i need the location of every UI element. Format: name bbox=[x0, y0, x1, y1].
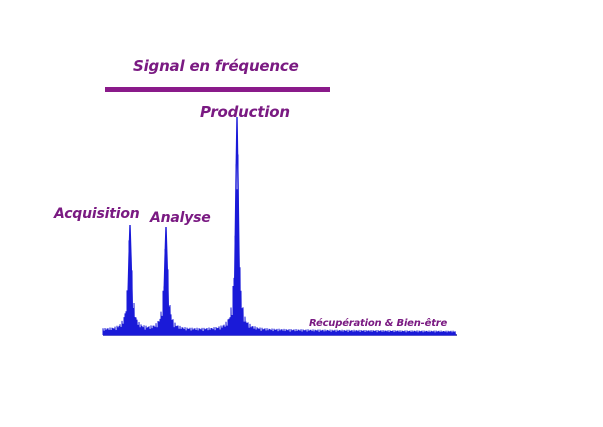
label-production: Production bbox=[200, 103, 290, 121]
label-acquisition: Acquisition bbox=[54, 206, 140, 222]
spectrum-trace bbox=[102, 154, 456, 336]
label-analyse: Analyse bbox=[150, 210, 211, 226]
diagram-title: Signal en fréquence bbox=[133, 57, 299, 75]
spectrum-peaks bbox=[126, 116, 241, 336]
title-underline-bar bbox=[105, 87, 330, 92]
label-recuperation: Récupération & Bien-être bbox=[309, 318, 448, 329]
